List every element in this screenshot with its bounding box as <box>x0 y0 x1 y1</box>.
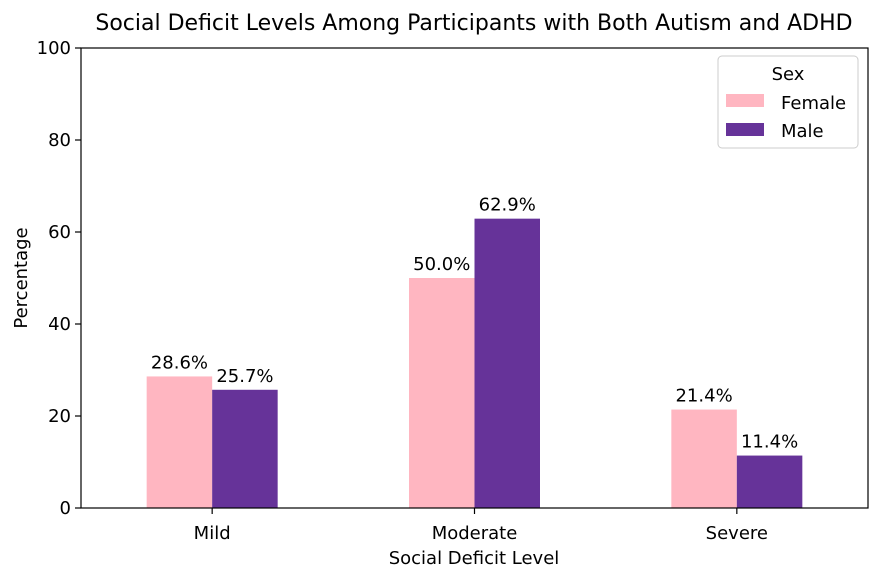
data-label: 50.0% <box>413 254 470 275</box>
bar-female <box>146 376 213 508</box>
y-tick-label: 40 <box>48 314 71 335</box>
data-label: 62.9% <box>479 195 536 216</box>
bar-male <box>736 455 803 508</box>
chart-title: Social Deficit Levels Among Participants… <box>95 11 852 36</box>
y-axis-label: Percentage <box>11 227 32 328</box>
legend-swatch-female <box>726 94 764 107</box>
x-tick-label: Mild <box>194 523 231 544</box>
y-tick-label: 60 <box>48 222 71 243</box>
bar-female <box>671 409 737 508</box>
y-tick-label: 20 <box>48 406 71 427</box>
y-tick-label: 100 <box>37 38 71 59</box>
bar-female <box>409 278 475 508</box>
x-tick-label: Severe <box>706 523 768 544</box>
x-axis-label: Social Deficit Level <box>389 548 560 569</box>
legend: Sex Female Male <box>717 55 859 149</box>
y-tick-label: 80 <box>48 130 71 151</box>
x-tick-label: Moderate <box>432 523 518 544</box>
legend-label-male: Male <box>781 121 824 142</box>
bar-male <box>212 389 278 508</box>
y-tick-label: 0 <box>60 498 71 519</box>
plot-area: 0 20 40 60 80 100 Mild 28.6% 25.7% Moderate 50.0% 6… <box>37 38 803 544</box>
data-label: 11.4% <box>741 432 798 453</box>
data-label: 21.4% <box>675 386 732 407</box>
data-label: 25.7% <box>216 366 273 387</box>
plot-frame <box>80 47 869 509</box>
legend-swatch-male <box>726 123 764 136</box>
legend-title: Sex <box>772 64 805 85</box>
data-label: 28.6% <box>151 352 208 373</box>
legend-label-female: Female <box>781 93 846 114</box>
bar-male <box>474 218 540 508</box>
